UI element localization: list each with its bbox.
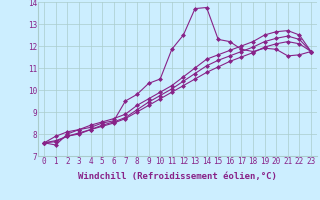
X-axis label: Windchill (Refroidissement éolien,°C): Windchill (Refroidissement éolien,°C) [78,172,277,181]
